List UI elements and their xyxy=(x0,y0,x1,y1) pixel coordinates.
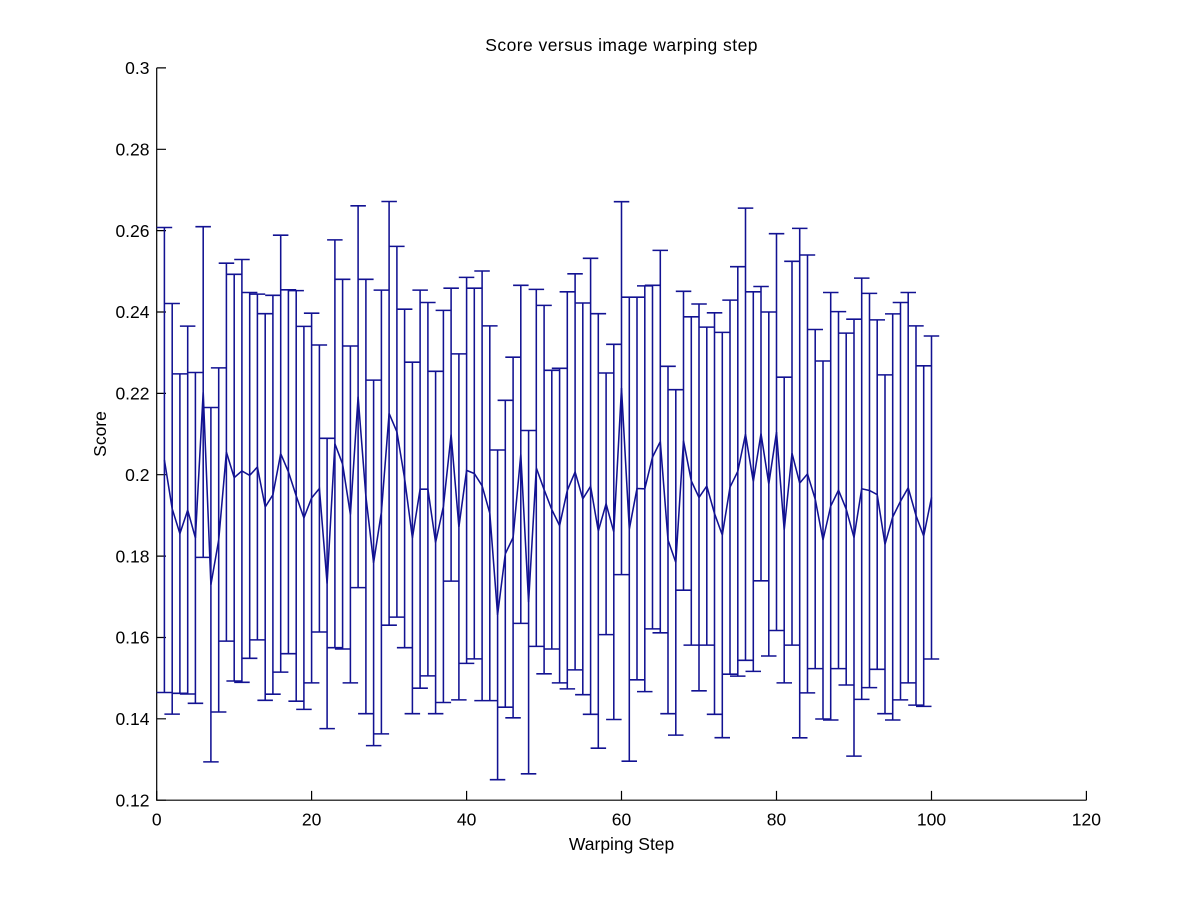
svg-text:0.22: 0.22 xyxy=(115,384,149,404)
svg-text:80: 80 xyxy=(767,810,787,830)
svg-text:0.14: 0.14 xyxy=(115,709,149,729)
svg-text:0.26: 0.26 xyxy=(115,221,149,241)
svg-text:40: 40 xyxy=(457,810,477,830)
svg-text:120: 120 xyxy=(1072,810,1101,830)
svg-text:0.24: 0.24 xyxy=(115,302,149,322)
svg-text:60: 60 xyxy=(612,810,632,830)
svg-text:Warping Step: Warping Step xyxy=(569,834,674,854)
svg-text:0.28: 0.28 xyxy=(115,140,149,160)
svg-text:0.16: 0.16 xyxy=(115,628,149,648)
svg-text:100: 100 xyxy=(917,810,946,830)
svg-text:0.2: 0.2 xyxy=(125,465,149,485)
svg-text:Score versus image warping ste: Score versus image warping step xyxy=(485,35,758,55)
svg-text:0.12: 0.12 xyxy=(115,790,149,810)
svg-text:0.3: 0.3 xyxy=(125,58,149,78)
svg-text:0: 0 xyxy=(152,810,162,830)
svg-text:Score: Score xyxy=(90,411,110,457)
svg-text:20: 20 xyxy=(302,810,322,830)
svg-text:0.18: 0.18 xyxy=(115,546,149,566)
